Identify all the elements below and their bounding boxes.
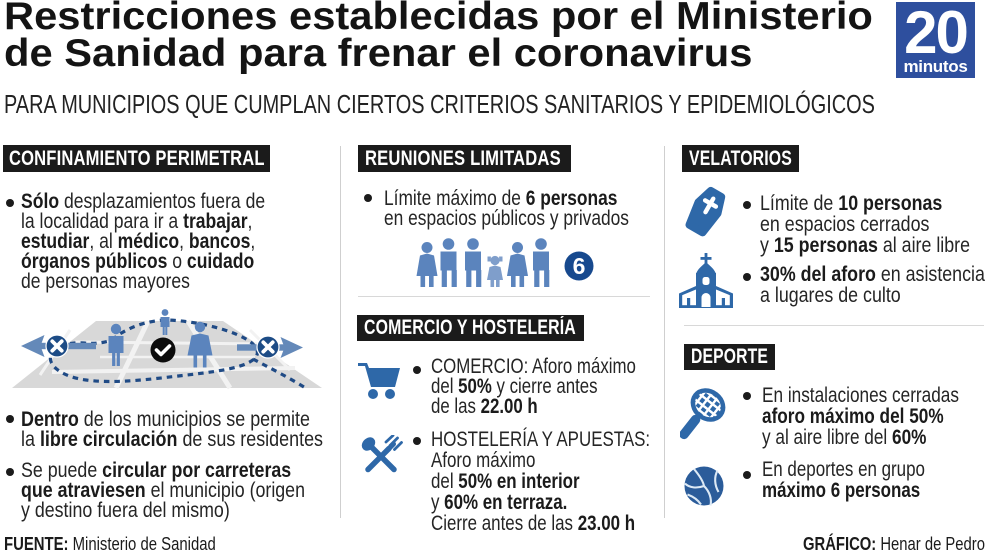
svg-text:6: 6 <box>573 253 586 279</box>
